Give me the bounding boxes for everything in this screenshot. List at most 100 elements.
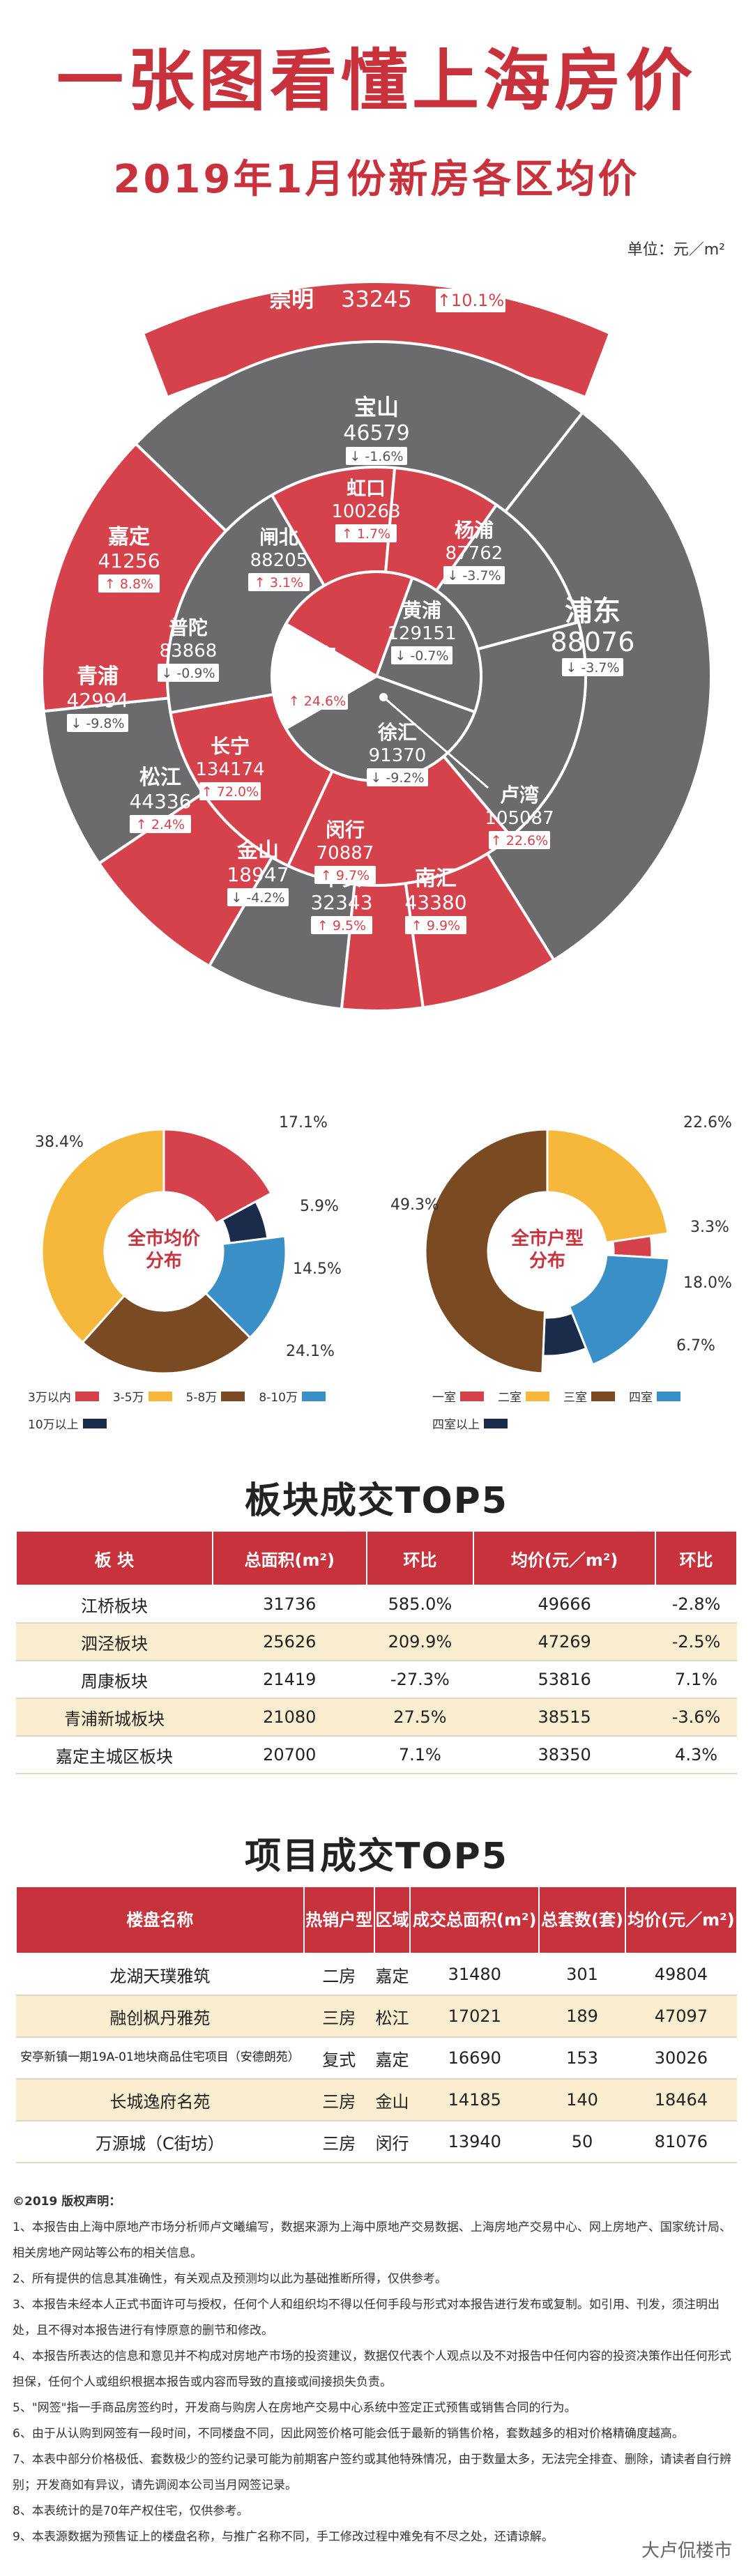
legend-item: 5-8万 [186,1387,250,1405]
slice-label-5-8万: 24.1% [286,1343,335,1360]
table-cell: 27.5% [366,1698,474,1737]
table-cell: 嘉定 [374,1953,411,1996]
district-price: 42994 [66,689,128,712]
district-price: 129151 [387,623,456,644]
table-cell: 江桥板块 [16,1585,213,1624]
district-change: ↑ 8.8% [105,577,153,592]
district-name: 崇明 [269,286,314,312]
layout-distribution-donut: 22.6% 3.3% 18.0% 6.7% 49.3% 全市户型 分布 [390,1114,732,1375]
legend-item: 四室 [629,1387,685,1405]
district-change: ↑10.1% [437,291,504,310]
district-change: ↓ -4.2% [231,890,284,906]
note-item: 4、本报告所表达的信息和意见并不构成对房地产市场的投资建议，数据仅代表个人观点以… [13,2349,731,2389]
table-cell: 25626 [212,1623,367,1661]
district-change: ↑ 22.6% [491,833,548,848]
legend-item: 二室 [498,1387,554,1405]
price-distribution-donut: 17.1% 5.9% 14.5% 24.1% 38.4% 全市均价 分布 [35,1114,342,1375]
table-cell: 7.1% [366,1736,474,1774]
legend-label: 8-10万 [259,1391,298,1405]
table-cell: 301 [539,1953,625,1996]
slice-3-5万 [40,1128,165,1344]
district-change: ↓ -1.6% [349,449,403,464]
legend-item: 一室 [432,1387,488,1405]
table-cell: 泗泾板块 [16,1623,213,1661]
district-change: ↓ -9.2% [370,770,424,786]
district-price: 88205 [250,550,308,571]
luwan-pointer [383,696,489,789]
slice-label-一室: 3.3% [690,1219,729,1236]
legend-label: 一室 [432,1391,456,1405]
table-row: 周康板块 21419 -27.3% 53816 7.1% [16,1661,737,1699]
legend-item: 10万以上 [28,1415,111,1432]
table-row: 融创枫丹雅苑 三房 松江 17021 189 47097 [16,1995,737,2038]
note-item: 1、本报告由上海中原地产市场分析师卢文曦编写，数据来源为上海中原地产交易数据、上… [13,2220,731,2260]
legend-swatch [460,1391,484,1401]
district-name: 普陀 [169,616,208,639]
table-row: 龙湖天璞雅筑 二房 嘉定 31480 301 49804 [16,1953,737,1996]
district-change: ↑ 72.0% [201,784,259,800]
segment-普陀 [166,493,326,715]
table-cell: 青浦新城板块 [16,1698,213,1737]
legend-label: 5-8万 [185,1391,218,1405]
legend-label: 10万以上 [28,1418,79,1432]
district-name: 徐汇 [377,721,417,744]
table-cell: 13940 [410,2121,540,2163]
district-name: 闵行 [326,818,365,841]
district-name: 虹口 [347,477,386,500]
table-cell: 融创枫丹雅苑 [16,1995,304,2038]
legend-swatch [301,1391,326,1401]
copyright-notes: ©2019 版权声明： 1、本报告由上海中原地产市场分析师卢文曦编写，数据来源为… [13,2189,740,2550]
legend-swatch [148,1391,172,1401]
district-price: 88076 [551,627,635,657]
notes-title: ©2019 版权声明： [13,2195,121,2209]
table-cell: 松江 [374,1995,411,2038]
pie1-center-line2: 分布 [146,1251,182,1272]
legend-swatch [484,1418,508,1428]
district-change: ↑ 9.9% [411,918,460,933]
table-row: 万源城（C街坊） 三房 闵行 13940 50 81076 [16,2121,737,2163]
luwan-pointer-dot [379,693,388,701]
district-price: 87762 [446,543,503,564]
note-item: 8、本表统计的是70年产权住宅，仅供参考。 [13,2504,249,2518]
legend-label: 二室 [498,1391,522,1405]
legend-swatch [591,1391,615,1401]
table-row: 长城逸府名苑 三房 金山 14185 140 18464 [16,2079,737,2121]
table-cell: -2.5% [655,1623,737,1661]
district-label-崇明: 崇明 33245 ↑10.1% [269,286,505,312]
legend-label: 3-5万 [112,1391,144,1405]
table-header: 均价(元／m²) [624,1886,738,1954]
table-cell: 585.0% [366,1585,474,1624]
note-item: 5、"网签"指一手商品房签约时，开发商与购房人在房地产交易中心系统中签定正式预售… [13,2401,577,2415]
pie1-center-line1: 全市均价 [127,1228,201,1249]
pie2-legend: 一室 二室 三室 四室 四室以上 [432,1387,739,1442]
table-cell: 复式 [303,2037,374,2080]
top-blocks-table: 板 块总面积(m²) 环比 均价(元／m²) 环比 江桥板块 31736 585.0% 49… [15,1530,738,1774]
slice-label-二室: 22.6% [683,1114,732,1131]
table-cell: 4.3% [655,1736,737,1774]
table-cell: 21419 [212,1661,367,1699]
legend-swatch [657,1391,680,1401]
top-projects-title: 项目成交TOP5 [245,1836,508,1877]
table-cell: 21080 [212,1698,367,1737]
legend-item: 3-5万 [113,1387,176,1405]
district-name: 宝山 [354,394,399,420]
table-cell: 47097 [625,1995,737,2038]
table-row: 安亭新镇一期19A-01地块商品住宅项目（安德朗苑） 复式 嘉定 16690 153 30… [16,2037,737,2080]
note-item: 7、本表中部分价格极低、套数极少的签约记录可能为前期客户签约或其他特殊情况，由于… [13,2453,731,2492]
page-subtitle: 2019年1月份新房各区均价 [113,157,640,202]
district-name: 杨浦 [455,519,494,542]
district-name: 卢湾 [500,784,539,807]
table-cell: 140 [539,2079,625,2121]
table-cell: 153 [539,2037,625,2080]
table-cell: 金山 [374,2079,411,2121]
table-cell: 81076 [625,2121,737,2163]
table-row: 嘉定主城区板块 20700 7.1% 38350 4.3% [16,1736,737,1774]
